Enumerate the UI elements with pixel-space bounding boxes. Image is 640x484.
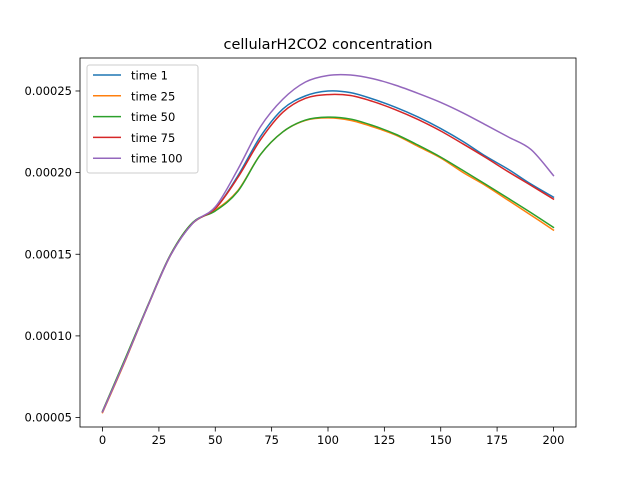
y-tick-label: 0.00010 — [24, 329, 72, 343]
y-tick-label: 0.00015 — [24, 247, 72, 261]
x-tick-label: 75 — [264, 433, 279, 447]
axes: 0 25 50 75 100 125 150 175 200 0.00005 0.00010 0.00… — [24, 57, 577, 447]
x-tick-label: 150 — [430, 433, 452, 447]
x-tick-label: 50 — [208, 433, 223, 447]
y-tick-label: 0.00025 — [24, 84, 72, 98]
legend-label-3: time 50 — [131, 110, 175, 124]
x-tick-label: 125 — [373, 433, 395, 447]
legend: time 1 time 25 time 50 time 75 time 100 — [86, 64, 199, 174]
legend-box — [86, 64, 199, 174]
series-line-5 — [101, 73, 555, 413]
y-tick-label: 0.00005 — [24, 411, 72, 425]
x-tick-label: 25 — [152, 433, 167, 447]
y-tick-label: 0.00020 — [24, 166, 72, 180]
x-tick-label: 175 — [486, 433, 508, 447]
legend-label-5: time 100 — [131, 152, 183, 166]
x-tick-label: 0 — [99, 433, 106, 447]
x-tick-label: 100 — [317, 433, 339, 447]
legend-label-2: time 25 — [131, 89, 175, 103]
series-lines — [101, 73, 555, 414]
chart-title: cellularH2CO2 concentration — [224, 37, 433, 53]
legend-label-4: time 75 — [131, 131, 175, 145]
legend-label-1: time 1 — [131, 69, 168, 83]
x-tick-label: 200 — [542, 433, 564, 447]
